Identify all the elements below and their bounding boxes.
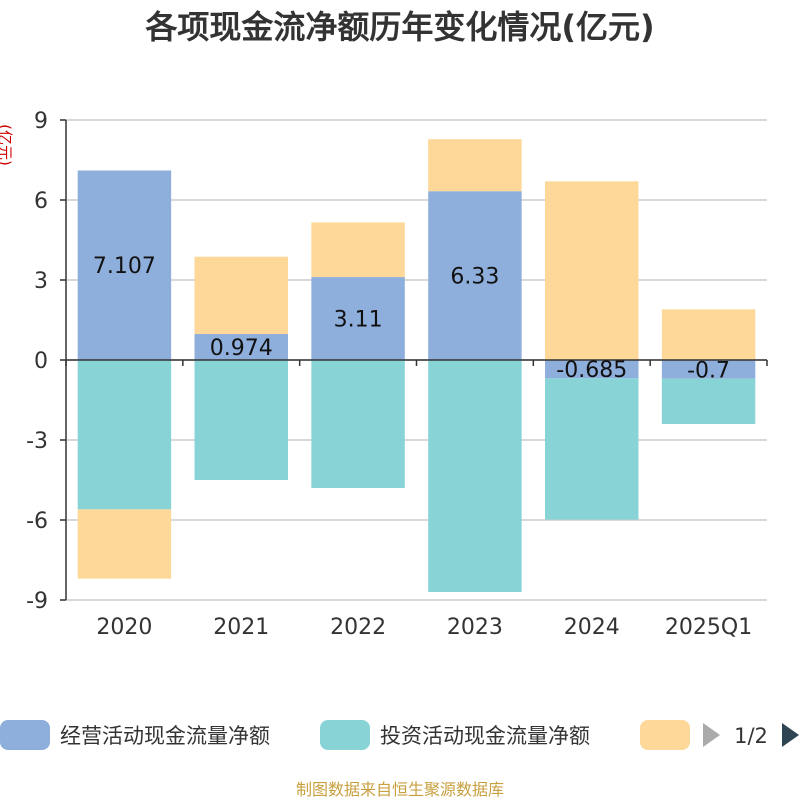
bar-series-2 xyxy=(545,378,639,520)
data-label: 3.11 xyxy=(334,308,383,333)
data-label: -0.685 xyxy=(556,358,627,383)
legend-swatch xyxy=(640,720,690,750)
data-label: 0.974 xyxy=(210,336,273,361)
axes: 9 6 3 0 -3 -6 -9 2020 2021 2022 2023 2024 2025Q1 xyxy=(26,109,768,640)
data-label: 6.33 xyxy=(450,265,499,290)
bar-series-1 xyxy=(311,277,405,360)
x-tick-label: 2024 xyxy=(564,615,620,640)
legend-pager: 1/2 xyxy=(734,724,768,748)
y-tick-label: -9 xyxy=(26,589,48,614)
x-tick-label: 2023 xyxy=(447,615,503,640)
bar-series-2 xyxy=(194,360,288,480)
source-note: 制图数据来自恒生聚源数据库 xyxy=(296,780,504,799)
legend-item-3[interactable] xyxy=(640,720,690,750)
bar-series-1 xyxy=(545,360,639,379)
legend-item-2[interactable]: 投资活动现金流量净额 xyxy=(320,720,590,750)
bars xyxy=(77,139,756,592)
bar-series-1 xyxy=(428,191,522,360)
bar-series-3 xyxy=(661,309,756,360)
legend-label: 经营活动现金流量净额 xyxy=(60,724,270,748)
bar-series-2 xyxy=(311,360,405,488)
y-tick-label: 6 xyxy=(34,189,48,214)
x-tick-label: 2020 xyxy=(96,615,152,640)
data-labels: 7.107 0.974 3.11 6.33 -0.685 -0.7 xyxy=(93,254,730,383)
legend-swatch xyxy=(0,720,50,750)
y-tick-label: -3 xyxy=(26,429,48,454)
bar-series-3 xyxy=(194,256,288,335)
bar-series-2 xyxy=(428,360,522,592)
x-tick-label: 2025Q1 xyxy=(665,615,752,640)
y-tick-label: 9 xyxy=(34,109,48,134)
y-tick-label: 3 xyxy=(34,269,48,294)
bar-series-2 xyxy=(77,360,172,510)
x-tick-label: 2022 xyxy=(330,615,386,640)
bar-series-3 xyxy=(428,139,522,192)
y-tick-label: -6 xyxy=(26,509,48,534)
data-label: -0.7 xyxy=(687,358,730,383)
chart-title: 各项现金流净额历年变化情况(亿元) xyxy=(145,8,654,46)
bar-series-2 xyxy=(661,378,756,424)
legend: 经营活动现金流量净额 投资活动现金流量净额 1/2 xyxy=(0,720,799,750)
y-axis-unit: (亿元) xyxy=(0,124,14,166)
bar-series-3 xyxy=(545,181,639,360)
bar-series-3 xyxy=(77,509,172,579)
triangle-right-icon[interactable] xyxy=(782,723,799,747)
legend-item-1[interactable]: 经营活动现金流量净额 xyxy=(0,720,270,750)
y-tick-label: 0 xyxy=(34,349,48,374)
bar-series-1 xyxy=(661,360,756,379)
bar-series-1 xyxy=(194,334,288,360)
triangle-left-icon[interactable] xyxy=(703,723,720,747)
bar-series-1 xyxy=(77,170,172,360)
data-label: 7.107 xyxy=(93,254,156,279)
legend-label: 投资活动现金流量净额 xyxy=(380,724,590,748)
x-tick-label: 2021 xyxy=(213,615,269,640)
legend-swatch xyxy=(320,720,370,750)
bar-series-3 xyxy=(311,222,405,278)
